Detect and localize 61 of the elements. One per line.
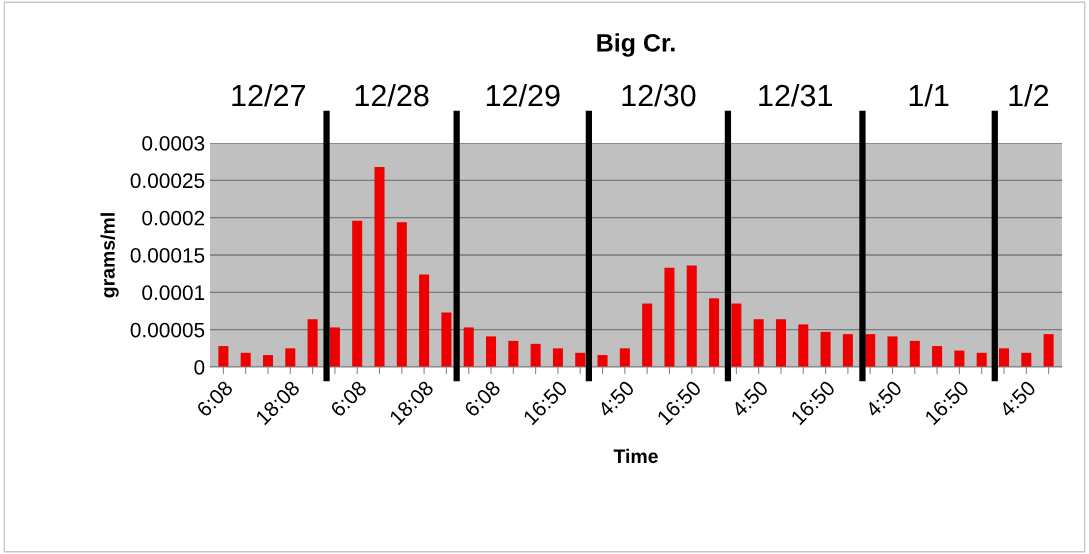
x-tick-label: 4:50: [596, 379, 636, 418]
bar: [552, 348, 563, 367]
bar: [419, 274, 430, 367]
bar: [642, 303, 653, 367]
bar: [575, 352, 586, 367]
bar: [307, 319, 318, 367]
bar: [619, 348, 630, 367]
text: 12/30: [622, 83, 696, 107]
y-tick-label: 0.00015: [130, 248, 205, 263]
bar: [329, 327, 340, 367]
text: 12/29: [486, 83, 560, 107]
text: 12/28: [355, 83, 429, 107]
y-tick-label: 0.0002: [142, 210, 205, 226]
y-tick-label: 0.0003: [142, 136, 205, 151]
y-axis-title: grams/ml: [100, 213, 119, 298]
bar: [396, 222, 407, 367]
bar: [441, 312, 452, 367]
bar: [932, 346, 943, 367]
bar: [775, 319, 786, 367]
x-tick-label: 4:50: [864, 379, 903, 418]
bar: [530, 343, 541, 367]
y-tick-label: 0.00025: [130, 173, 205, 189]
bar: [664, 267, 675, 367]
bar: [1021, 352, 1032, 367]
text: 12/31: [759, 83, 832, 107]
bar: [842, 334, 853, 367]
y-tick-label: 0.0001: [142, 285, 205, 301]
bar: [285, 348, 296, 367]
bar: [218, 346, 229, 367]
bar: [976, 352, 987, 367]
x-tick-label: 6:08: [195, 379, 234, 418]
bar: [463, 327, 474, 367]
bar: [262, 355, 274, 367]
bar: [998, 348, 1010, 367]
x-tick-label: 4:50: [998, 379, 1037, 418]
bar: [887, 336, 898, 367]
bar: [909, 340, 920, 367]
x-tick-label: 6:08: [329, 379, 368, 418]
bar: [686, 265, 697, 367]
bar: [954, 350, 965, 367]
x-tick-label: 4:50: [730, 379, 769, 418]
bar: [1043, 334, 1054, 367]
bar: [820, 331, 831, 367]
text: 12/27: [232, 83, 305, 107]
y-tick-label: 0.00005: [130, 322, 205, 338]
x-axis-title: Time: [613, 448, 658, 464]
bar: [798, 324, 809, 367]
bar: [709, 298, 720, 367]
text: 1/1: [909, 83, 949, 107]
text: 1/2: [1009, 83, 1049, 107]
bar: [240, 352, 251, 367]
bar: [731, 303, 742, 367]
bar: [597, 355, 608, 367]
chart-title: Big Cr.: [597, 33, 675, 57]
y-tick-label: 0: [194, 360, 205, 375]
bar: [753, 319, 764, 367]
bar: [486, 336, 497, 367]
bar: [508, 340, 519, 367]
x-tick-label: 6:08: [463, 379, 502, 418]
bar: [352, 220, 363, 367]
bar: [374, 166, 385, 367]
